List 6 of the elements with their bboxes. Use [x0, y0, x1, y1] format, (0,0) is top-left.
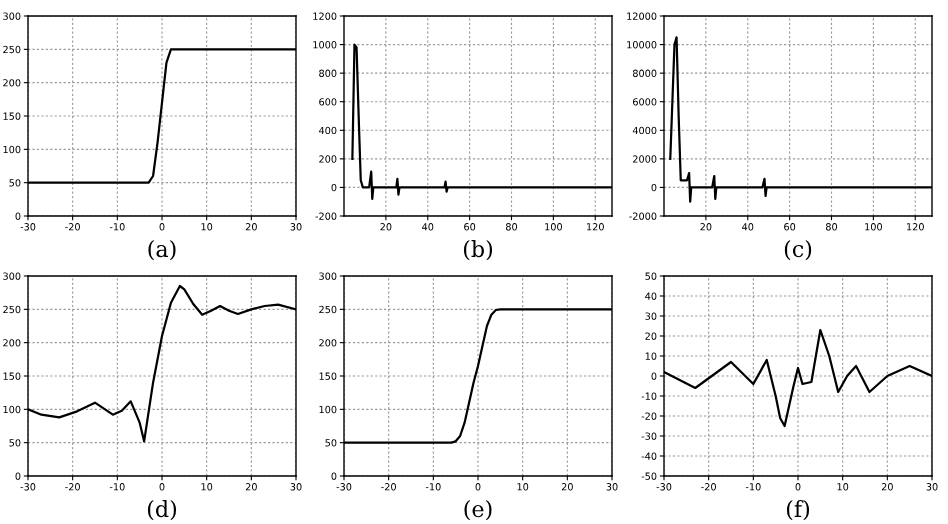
text: (a) [148, 240, 176, 261]
text: (b) [463, 240, 493, 261]
text: (c) [784, 240, 812, 261]
text: (d) [147, 500, 177, 521]
text: (f) [786, 500, 810, 521]
text: (e) [464, 500, 492, 521]
